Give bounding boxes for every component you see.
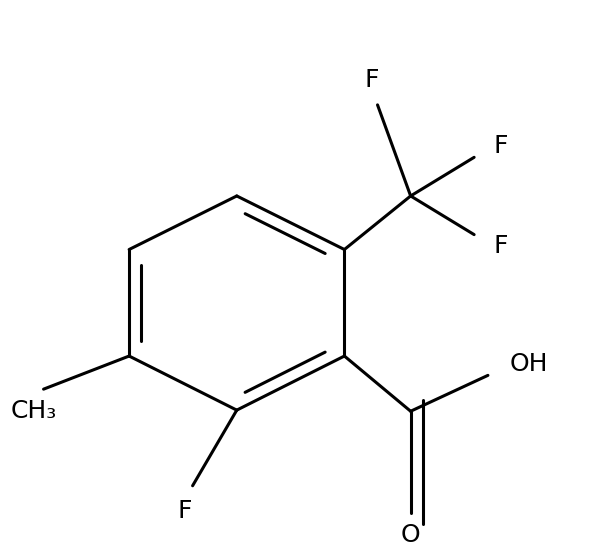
Text: OH: OH <box>510 352 548 376</box>
Text: F: F <box>365 68 379 92</box>
Text: CH₃: CH₃ <box>10 399 57 423</box>
Text: F: F <box>493 233 508 258</box>
Text: O: O <box>401 523 421 548</box>
Text: F: F <box>177 498 191 523</box>
Text: F: F <box>493 134 508 158</box>
